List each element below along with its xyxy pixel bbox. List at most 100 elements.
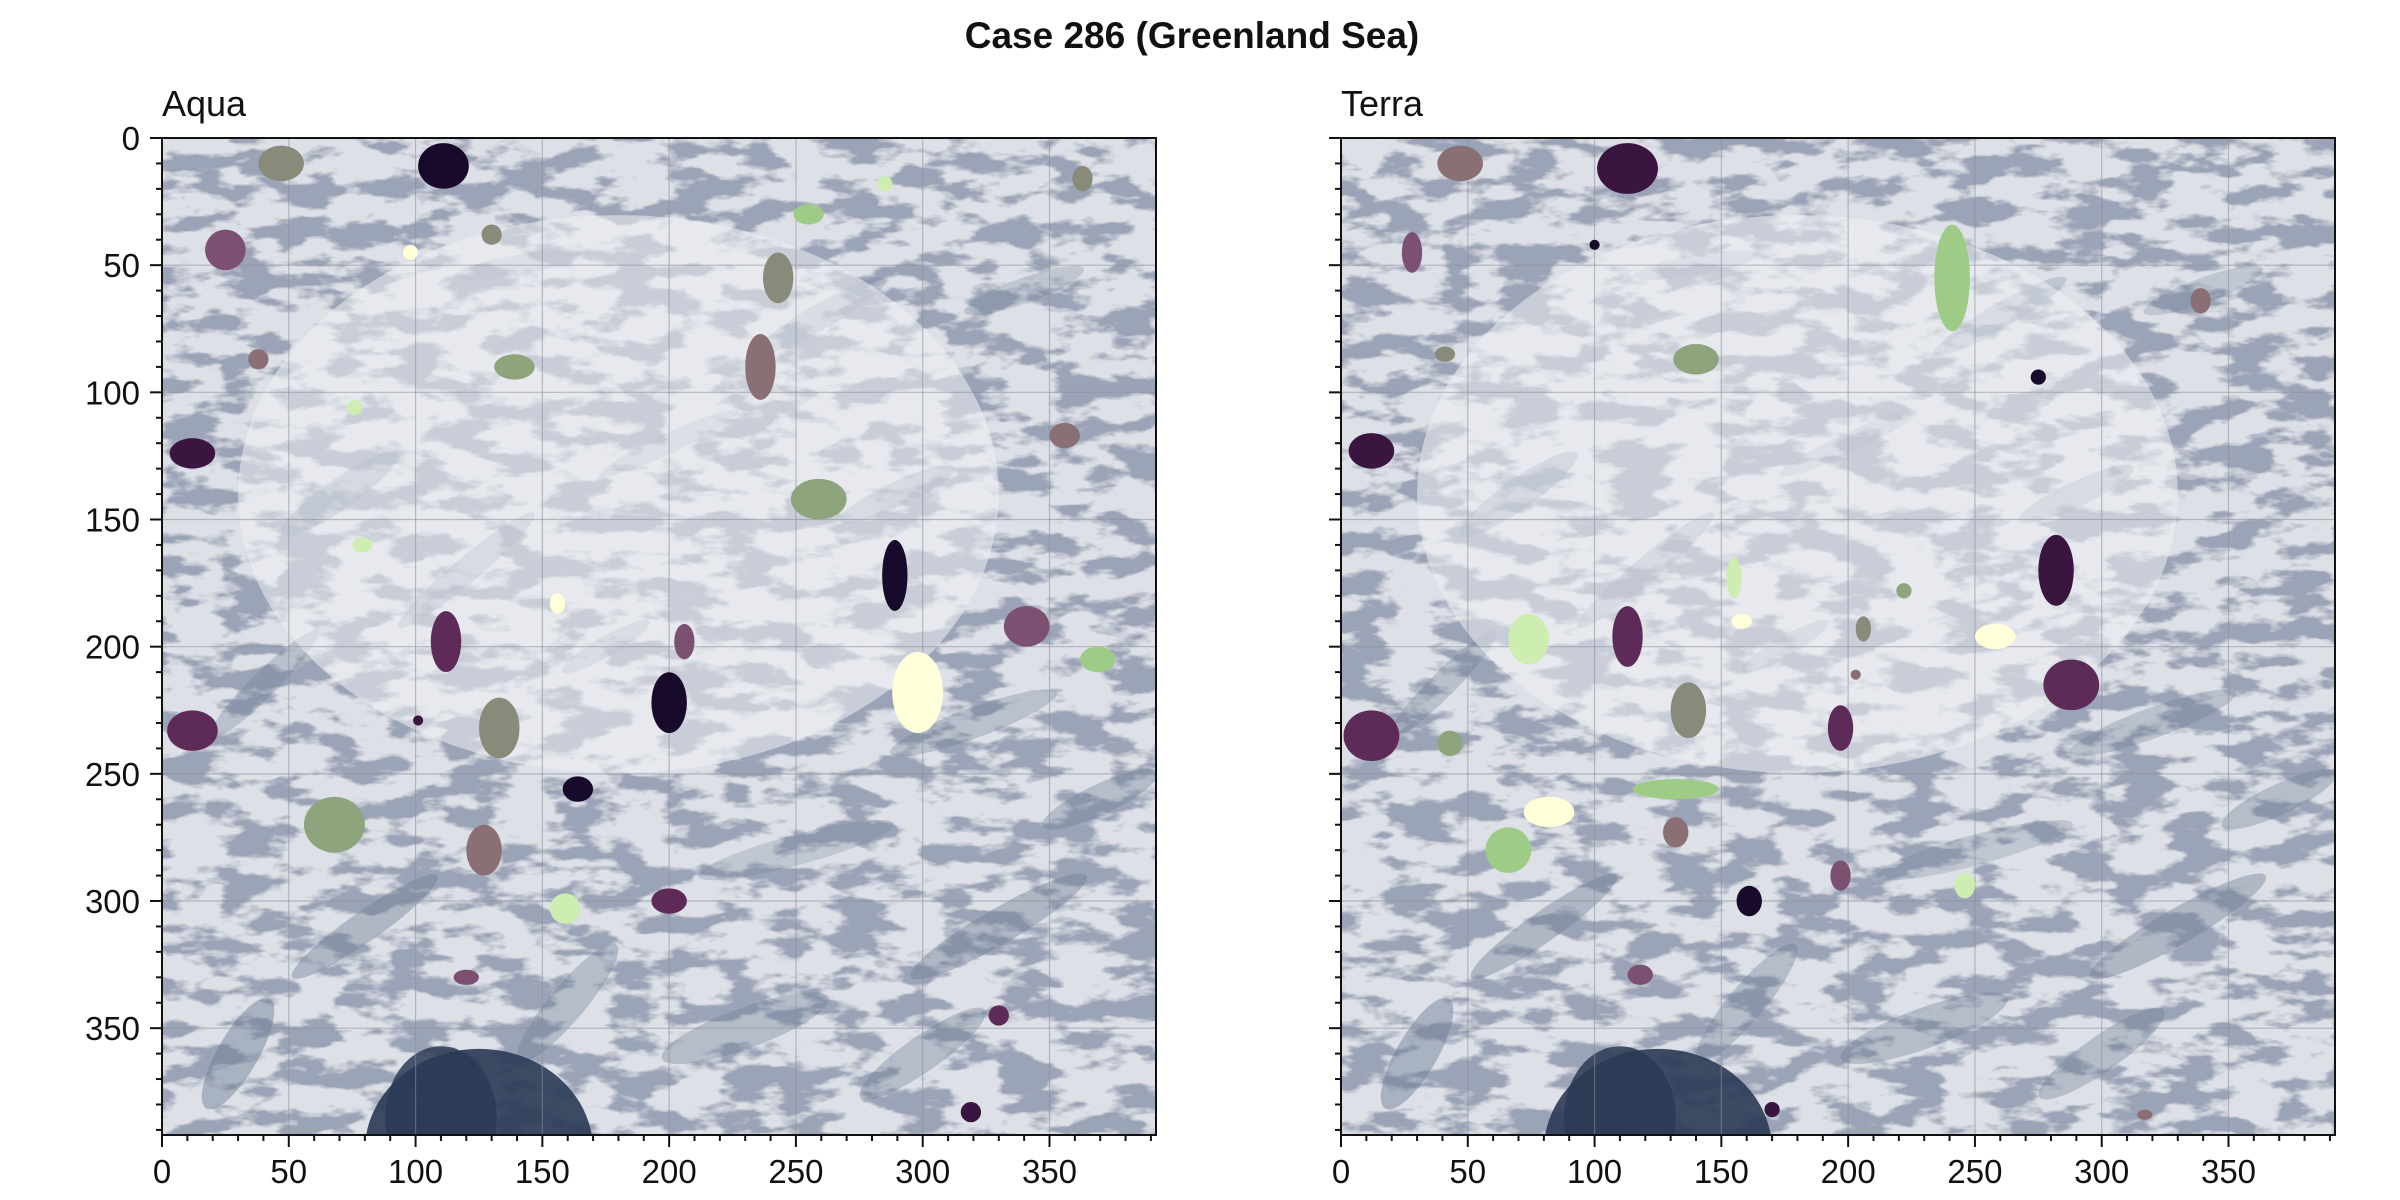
floe-2 [205,229,246,271]
floe-31 [1627,964,1653,985]
floe-8 [2030,369,2046,385]
floe-22 [1437,730,1463,756]
floe-28 [562,776,594,802]
y-tick-label: 150 [85,502,140,539]
x-tick-label: 300 [2074,1153,2129,1190]
texture-streak [291,874,439,979]
x-tick-label: 50 [270,1153,307,1190]
floe-24 [651,672,687,734]
texture-streak [2221,769,2335,830]
floe-33 [2137,1109,2153,1120]
texture-streak [2068,689,2236,757]
floe-21 [1827,705,1854,751]
x-tick-label: 200 [642,1153,697,1190]
floe-9 [2190,288,2211,314]
x-tick-label: 250 [1947,1153,2002,1190]
x-tick-label: 350 [2201,1153,2256,1190]
floe-15 [1855,616,1871,642]
floe-7 [347,399,363,416]
x-tick-label: 150 [1694,1153,1749,1190]
panel-terra: Terra 0 50 100 150 200 250 300 350 [1329,83,2336,1190]
x-tick-label: 0 [153,1153,171,1190]
texture-streak [1387,630,1497,740]
floe-4 [1434,346,1456,362]
floe-15 [790,478,847,520]
floe-16 [2038,534,2074,606]
floe-13 [762,252,794,304]
floe-6 [494,354,535,380]
floe-4 [402,244,419,261]
floe-6 [1348,433,1395,469]
x-tick-label: 100 [388,1153,443,1190]
texture-streak [889,689,1057,757]
texture-streak [1042,769,1156,830]
y-tick-label: 350 [85,1010,140,1047]
floe-23 [892,651,944,734]
floe-23 [1343,710,1400,762]
floe-8 [169,438,216,469]
floe-29 [1954,873,1975,899]
floe-17 [882,539,908,611]
floe-10 [793,204,824,225]
y-tick-label: 100 [85,374,140,411]
plot-frame [161,137,1157,1136]
floe-5 [248,349,269,370]
floe-19 [2043,659,2100,711]
floe-27 [1663,817,1689,848]
panel-title: Terra [1341,83,1424,124]
floe-33 [453,969,479,985]
texture-streak [910,873,1088,980]
floe-32 [549,893,581,924]
plot-frame [1340,137,2336,1136]
x-tick-label: 100 [1567,1153,1622,1190]
x-tick-label: 50 [1449,1153,1486,1190]
floe-32 [1764,1101,1780,1118]
floe-25 [478,697,520,759]
floe-14 [745,333,776,400]
open-water [385,1046,497,1135]
floe-1 [418,143,469,189]
texture-streak [1470,874,1618,979]
floe-20 [674,623,695,660]
plot-area [1341,138,2335,1135]
floe-21 [1003,606,1050,647]
texture-streak [208,630,318,740]
floe-16 [1049,422,1080,449]
floe-26 [1485,827,1532,873]
floe-0 [258,145,304,182]
floe-19 [430,611,462,673]
floe-10 [1726,557,1742,599]
floe-12 [1508,613,1549,665]
y-tick-label: 200 [85,629,140,666]
floe-26 [413,715,424,726]
open-water [1564,1046,1676,1135]
panel-title: Aqua [162,83,247,124]
floe-29 [304,796,365,853]
floe-3 [1589,239,1600,250]
x-tick-label: 150 [515,1153,570,1190]
floe-12 [1072,166,1093,192]
x-tick-label: 250 [768,1153,823,1190]
floe-31 [651,888,687,914]
floe-2 [1401,232,1423,273]
floe-22 [1079,646,1116,673]
texture-streak [2089,873,2267,980]
floe-11 [1731,613,1752,629]
floe-30 [1736,885,1762,917]
x-tick-label: 0 [1332,1153,1350,1190]
floe-25 [1632,778,1719,800]
floe-14 [1896,583,1912,599]
floe-0 [1437,145,1483,182]
y-tick-label: 300 [85,883,140,920]
y-tick-label: 0 [122,120,140,157]
floe-3 [481,224,502,245]
floe-13 [1612,606,1643,667]
y-tick-label: 50 [103,247,140,284]
figure-title: Case 286 (Greenland Sea) [965,15,1420,56]
x-tick-label: 300 [895,1153,950,1190]
floe-30 [466,824,502,876]
floe-35 [960,1101,982,1123]
plot-area [162,138,1156,1135]
panel-aqua: Aqua 0 50 100 150 200 250 300 350 0 50 100 150 200 250… [85,83,1157,1190]
floe-9 [352,537,373,553]
